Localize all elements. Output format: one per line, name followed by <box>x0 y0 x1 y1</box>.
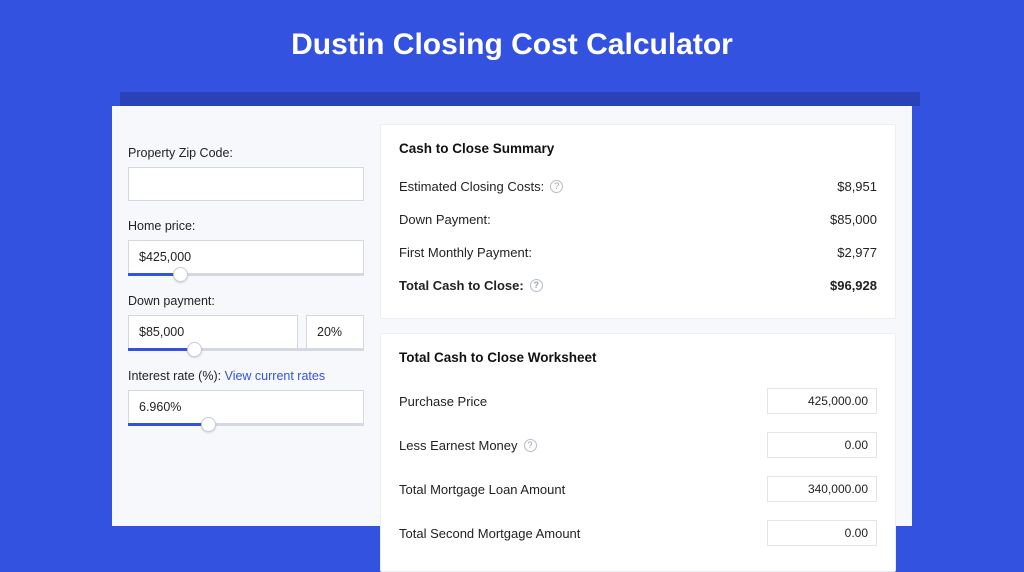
worksheet-row-label: Total Second Mortgage Amount <box>399 526 580 541</box>
summary-heading: Cash to Close Summary <box>399 141 877 156</box>
results-column: Cash to Close Summary Estimated Closing … <box>380 124 896 526</box>
slider-thumb[interactable] <box>201 417 216 432</box>
card-shadow <box>120 92 920 106</box>
slider-thumb[interactable] <box>173 267 188 282</box>
view-rates-link[interactable]: View current rates <box>225 369 326 383</box>
worksheet-row: Less Earnest Money? <box>399 423 877 467</box>
input-sidebar: Property Zip Code: Home price: Down paym… <box>128 124 364 526</box>
summary-row-value: $8,951 <box>837 179 877 194</box>
home-price-label: Home price: <box>128 219 364 233</box>
summary-row: First Monthly Payment: $2,977 <box>399 236 877 269</box>
zip-input[interactable] <box>128 167 364 201</box>
summary-row-value: $96,928 <box>830 278 877 293</box>
summary-row: Down Payment: $85,000 <box>399 203 877 236</box>
summary-row: Estimated Closing Costs:? $8,951 <box>399 170 877 203</box>
summary-row: Total Cash to Close:? $96,928 <box>399 269 877 302</box>
worksheet-row: Purchase Price <box>399 379 877 423</box>
down-payment-group: Down payment: <box>128 294 364 351</box>
slider-fill <box>128 423 208 426</box>
down-payment-slider[interactable] <box>128 348 364 351</box>
interest-rate-label: Interest rate (%): View current rates <box>128 369 364 383</box>
calculator-card: Property Zip Code: Home price: Down paym… <box>112 106 912 526</box>
worksheet-row: Total Second Mortgage Amount <box>399 511 877 555</box>
interest-rate-input[interactable] <box>128 390 364 424</box>
help-icon[interactable]: ? <box>524 439 537 452</box>
home-price-group: Home price: <box>128 219 364 276</box>
home-price-input[interactable] <box>128 240 364 274</box>
worksheet-input[interactable] <box>767 520 877 546</box>
help-icon[interactable]: ? <box>550 180 563 193</box>
zip-group: Property Zip Code: <box>128 146 364 201</box>
worksheet-row-label: Purchase Price <box>399 394 487 409</box>
down-payment-label: Down payment: <box>128 294 364 308</box>
summary-row-value: $85,000 <box>830 212 877 227</box>
slider-thumb[interactable] <box>187 342 202 357</box>
summary-row-label: Total Cash to Close:? <box>399 278 543 293</box>
worksheet-input[interactable] <box>767 432 877 458</box>
worksheet-row: Total Mortgage Loan Amount <box>399 467 877 511</box>
slider-fill <box>128 348 194 351</box>
summary-row-value: $2,977 <box>837 245 877 260</box>
home-price-slider[interactable] <box>128 273 364 276</box>
help-icon[interactable]: ? <box>530 279 543 292</box>
interest-rate-group: Interest rate (%): View current rates <box>128 369 364 426</box>
summary-row-label: First Monthly Payment: <box>399 245 532 260</box>
summary-panel: Cash to Close Summary Estimated Closing … <box>380 124 896 319</box>
page-title: Dustin Closing Cost Calculator <box>0 0 1024 86</box>
worksheet-row-label: Total Mortgage Loan Amount <box>399 482 565 497</box>
summary-row-label: Down Payment: <box>399 212 491 227</box>
worksheet-row-label: Less Earnest Money? <box>399 438 537 453</box>
worksheet-heading: Total Cash to Close Worksheet <box>399 350 877 365</box>
down-payment-input[interactable] <box>128 315 298 349</box>
summary-row-label: Estimated Closing Costs:? <box>399 179 563 194</box>
worksheet-input[interactable] <box>767 388 877 414</box>
down-payment-pct-input[interactable] <box>306 315 364 349</box>
worksheet-input[interactable] <box>767 476 877 502</box>
interest-rate-slider[interactable] <box>128 423 364 426</box>
worksheet-panel: Total Cash to Close Worksheet Purchase P… <box>380 333 896 572</box>
interest-rate-label-text: Interest rate (%): <box>128 369 221 383</box>
zip-label: Property Zip Code: <box>128 146 364 160</box>
